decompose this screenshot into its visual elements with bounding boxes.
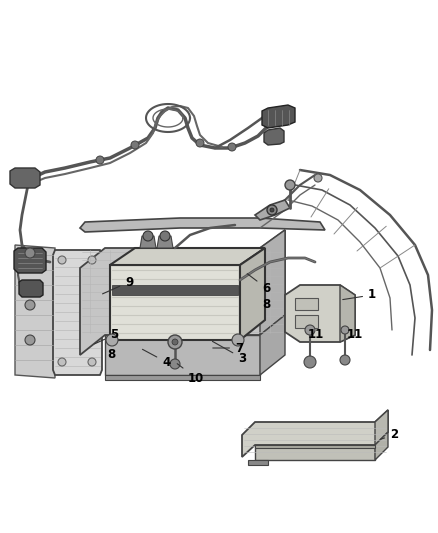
Polygon shape: [264, 128, 284, 145]
Circle shape: [131, 141, 139, 149]
Polygon shape: [110, 265, 240, 340]
Polygon shape: [105, 375, 260, 380]
Circle shape: [168, 335, 182, 349]
Text: 11: 11: [347, 328, 363, 341]
Polygon shape: [105, 335, 260, 375]
Polygon shape: [295, 315, 318, 328]
Polygon shape: [255, 200, 290, 220]
Polygon shape: [255, 445, 375, 448]
Circle shape: [88, 256, 96, 264]
Polygon shape: [260, 230, 285, 335]
Circle shape: [170, 359, 180, 369]
Text: 10: 10: [177, 364, 204, 384]
Circle shape: [96, 156, 104, 164]
Circle shape: [58, 358, 66, 366]
Circle shape: [160, 231, 170, 241]
Polygon shape: [260, 315, 285, 375]
Circle shape: [196, 139, 204, 147]
Polygon shape: [53, 250, 102, 375]
Text: 8: 8: [262, 298, 270, 311]
Polygon shape: [10, 168, 40, 188]
Polygon shape: [14, 248, 46, 273]
Polygon shape: [248, 460, 268, 465]
Text: 8: 8: [107, 348, 115, 361]
Text: 2: 2: [381, 429, 398, 441]
Polygon shape: [242, 410, 388, 457]
Circle shape: [305, 325, 315, 335]
Text: 9: 9: [102, 276, 133, 294]
Circle shape: [106, 334, 118, 346]
Polygon shape: [340, 285, 355, 342]
Circle shape: [228, 143, 236, 151]
Circle shape: [172, 339, 178, 345]
Circle shape: [267, 205, 277, 215]
Polygon shape: [80, 230, 285, 355]
Circle shape: [25, 335, 35, 345]
Polygon shape: [262, 105, 295, 128]
Polygon shape: [19, 280, 43, 297]
Polygon shape: [375, 432, 388, 460]
Polygon shape: [240, 248, 265, 340]
Text: 4: 4: [142, 349, 170, 368]
Circle shape: [88, 358, 96, 366]
Polygon shape: [112, 285, 238, 295]
Circle shape: [314, 174, 322, 182]
Polygon shape: [375, 410, 388, 445]
Text: 7: 7: [213, 342, 243, 354]
Text: 11: 11: [308, 328, 324, 341]
Text: 1: 1: [343, 288, 376, 302]
Polygon shape: [255, 445, 375, 460]
Polygon shape: [15, 245, 55, 378]
Circle shape: [340, 355, 350, 365]
Circle shape: [25, 300, 35, 310]
Polygon shape: [80, 218, 325, 232]
Polygon shape: [157, 236, 173, 248]
Circle shape: [285, 180, 295, 190]
Text: 5: 5: [95, 328, 118, 344]
Circle shape: [304, 356, 316, 368]
Circle shape: [143, 231, 153, 241]
Circle shape: [25, 248, 35, 258]
Circle shape: [232, 334, 244, 346]
Polygon shape: [295, 298, 318, 310]
Polygon shape: [285, 285, 355, 342]
Circle shape: [341, 326, 349, 334]
Circle shape: [58, 256, 66, 264]
Text: 6: 6: [247, 273, 270, 295]
Circle shape: [270, 208, 274, 212]
Polygon shape: [140, 236, 156, 248]
Text: 3: 3: [212, 341, 246, 365]
Polygon shape: [110, 248, 265, 265]
